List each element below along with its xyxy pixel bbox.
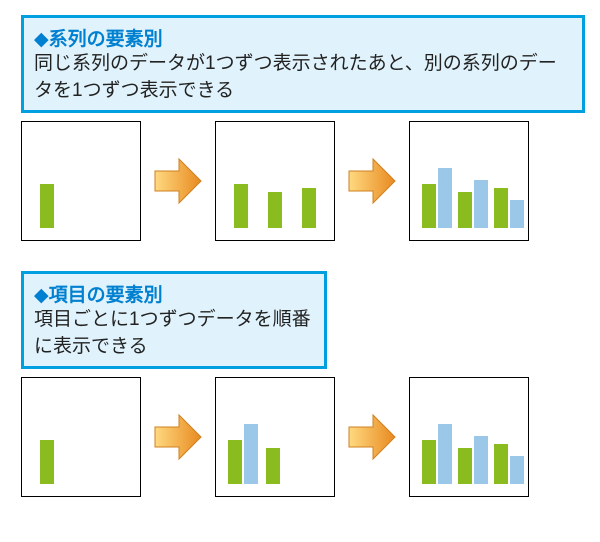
bar — [40, 440, 54, 484]
callout-body: 同じ系列のデータが1つずつ表示されたあと、別の系列のデータを1つずつ表示できる — [34, 51, 572, 104]
row-series — [21, 121, 585, 241]
bar — [438, 424, 452, 484]
bar — [40, 184, 54, 228]
bar — [494, 188, 508, 228]
callout-title: 系列の要素別 — [49, 29, 163, 50]
frame-1 — [21, 377, 141, 497]
callout-category: ◆項目の要素別 項目ごとに1つずつデータを順番に表示できる — [21, 271, 327, 369]
frame-1 — [21, 121, 141, 241]
callout-title-row: ◆項目の要素別 — [34, 280, 314, 307]
arrow-icon — [153, 413, 203, 461]
callout-body: 項目ごとに1つずつデータを順番に表示できる — [34, 307, 314, 360]
bar — [510, 456, 524, 484]
bar — [494, 444, 508, 484]
diamond-icon: ◆ — [34, 29, 49, 50]
bar — [268, 192, 282, 228]
frame-2 — [215, 121, 335, 241]
diamond-icon: ◆ — [34, 285, 49, 306]
bar — [422, 440, 436, 484]
callout-series: ◆系列の要素別 同じ系列のデータが1つずつ表示されたあと、別の系列のデータを1つ… — [21, 15, 585, 113]
bar — [302, 188, 316, 228]
bar — [458, 192, 472, 228]
frame-3 — [409, 377, 529, 497]
arrow-icon — [347, 413, 397, 461]
frame-2 — [215, 377, 335, 497]
arrow-icon — [347, 157, 397, 205]
row-category — [21, 377, 585, 497]
bar — [474, 436, 488, 484]
bar — [458, 448, 472, 484]
bar — [266, 448, 280, 484]
callout-title: 項目の要素別 — [49, 285, 163, 306]
arrow-icon — [153, 157, 203, 205]
bar — [244, 424, 258, 484]
bar — [474, 180, 488, 228]
bar — [234, 184, 248, 228]
bar — [438, 168, 452, 228]
bar — [228, 440, 242, 484]
frame-3 — [409, 121, 529, 241]
bar — [510, 200, 524, 228]
bar — [422, 184, 436, 228]
section-category: ◆項目の要素別 項目ごとに1つずつデータを順番に表示できる — [15, 271, 585, 497]
callout-title-row: ◆系列の要素別 — [34, 24, 572, 51]
